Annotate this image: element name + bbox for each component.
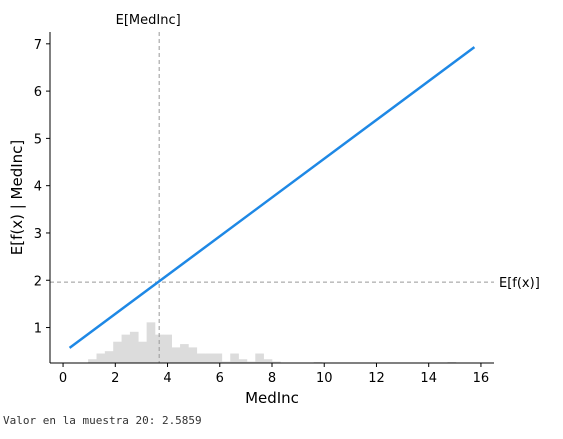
y-axis-label: E[f(x) | MedInc] bbox=[8, 140, 26, 256]
x-tick-label: 8 bbox=[268, 371, 276, 386]
histogram-bar bbox=[113, 341, 122, 363]
histogram-bar bbox=[238, 359, 248, 363]
histogram-bar bbox=[272, 361, 281, 363]
y-tick-label: 2 bbox=[34, 274, 42, 289]
histogram-bar bbox=[146, 322, 156, 363]
x-tick-label: 10 bbox=[316, 371, 333, 386]
histogram-bar bbox=[138, 341, 147, 363]
series-layer bbox=[68, 46, 476, 349]
x-tick-label: 12 bbox=[368, 371, 385, 386]
y-tick-label: 1 bbox=[34, 322, 42, 337]
histogram-bar bbox=[121, 334, 131, 363]
y-tick-label: 5 bbox=[34, 132, 42, 147]
histogram-bar bbox=[88, 359, 97, 363]
expected-medinc-label: E[MedInc] bbox=[116, 13, 181, 28]
histogram-bar bbox=[129, 331, 139, 363]
expected-fx-label: E[f(x)] bbox=[499, 276, 540, 291]
x-axis-label: MedInc bbox=[245, 389, 299, 407]
y-tick-label: 4 bbox=[34, 180, 42, 195]
histogram-bar bbox=[188, 347, 198, 363]
x-tick-label: 4 bbox=[163, 371, 171, 386]
x-tick-label: 0 bbox=[59, 371, 67, 386]
histogram-bar bbox=[263, 359, 273, 363]
y-tick-label: 7 bbox=[34, 38, 42, 53]
histogram-bar bbox=[104, 351, 114, 363]
x-tick-label: 2 bbox=[111, 371, 119, 386]
sample-value-caption: Valor en la muestra 20: 2.5859 bbox=[3, 414, 202, 427]
x-tick-label: 14 bbox=[420, 371, 437, 386]
histogram-bar bbox=[255, 353, 264, 363]
histogram-bar bbox=[196, 353, 206, 363]
x-tick-label: 6 bbox=[216, 371, 224, 386]
histogram-bar bbox=[96, 353, 106, 363]
histogram-bar bbox=[246, 361, 256, 363]
histogram-bar bbox=[230, 353, 239, 363]
histogram-bar bbox=[221, 361, 231, 363]
histogram-bar bbox=[180, 344, 189, 363]
y-tick-label: 3 bbox=[34, 227, 42, 242]
y-tick-label: 6 bbox=[34, 85, 42, 100]
series-line bbox=[68, 46, 476, 349]
histogram-bar bbox=[213, 353, 223, 363]
histogram-bar bbox=[171, 347, 181, 363]
histogram-layer bbox=[88, 322, 457, 363]
histogram-bar bbox=[163, 334, 173, 363]
histogram-bar bbox=[205, 353, 214, 363]
x-tick-label: 16 bbox=[473, 371, 490, 386]
